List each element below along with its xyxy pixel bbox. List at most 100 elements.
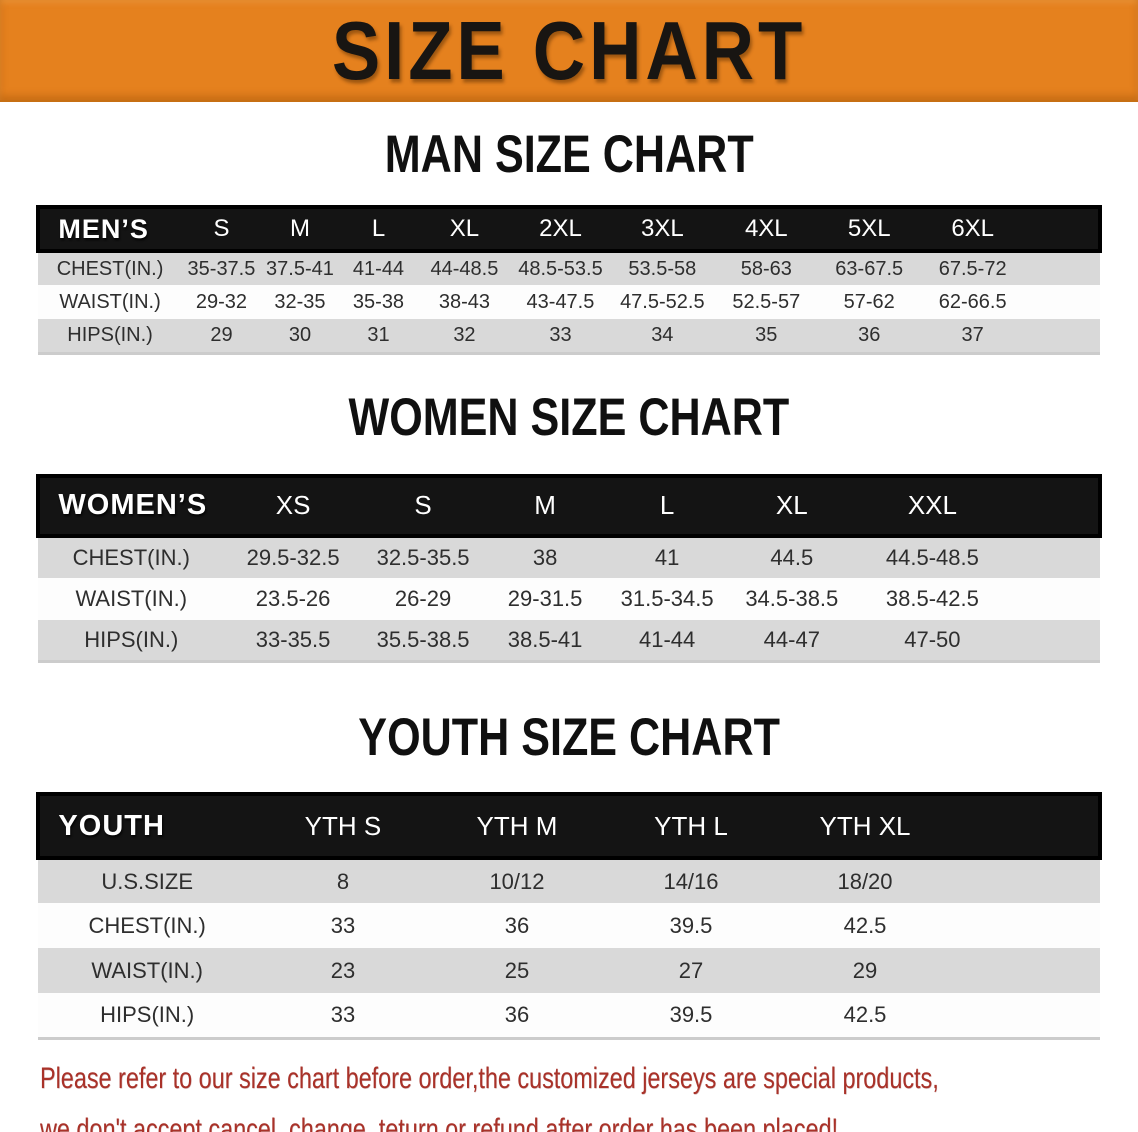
size-value-cell: 53.5-58 <box>610 250 715 285</box>
group-header-label: YOUTH <box>36 792 256 860</box>
table-row: WAIST(IN.) 29-32 32-35 35-38 38-43 43-47.5 47.… <box>38 285 1100 319</box>
size-value-cell: 42.5 <box>778 993 953 1040</box>
size-column-header: L <box>606 473 729 538</box>
size-value-cell: 33 <box>255 993 430 1040</box>
size-value-cell: 47.5-52.5 <box>610 285 715 319</box>
size-value-cell: 23.5-26 <box>224 577 363 620</box>
size-column-header: 5XL <box>818 205 921 253</box>
size-value-cell: 32.5-35.5 <box>362 534 485 578</box>
size-value-cell: 47-50 <box>855 619 1010 663</box>
size-value-cell: 26-29 <box>362 577 485 620</box>
size-value-cell: 44-48.5 <box>418 250 511 285</box>
section-men: MAN SIZE CHART MEN’S S M L XL 2XL 3XL 4XL 5XL 6XL… <box>0 125 1138 355</box>
header-spacer <box>1009 473 1102 538</box>
size-value-cell: 8 <box>255 857 430 903</box>
size-value-cell: 44.5-48.5 <box>855 534 1010 578</box>
size-value-cell: 36 <box>429 993 604 1040</box>
size-value-cell: 36 <box>818 319 921 355</box>
table-row: U.S.SIZE 8 10/12 14/16 18/20 <box>38 857 1100 903</box>
size-value-cell: 33-35.5 <box>224 619 363 663</box>
measurement-label: HIPS(IN.) <box>38 619 225 663</box>
row-spacer <box>1009 534 1100 578</box>
youth-section-title: YOUTH SIZE CHART <box>358 708 780 767</box>
section-women: WOMEN SIZE CHART WOMEN’S XS S M L XL XXL CHEST(… <box>0 387 1138 663</box>
size-value-cell: 36 <box>429 903 604 948</box>
table-row: CHEST(IN.) 29.5-32.5 32.5-35.5 38 41 44.5 44.5… <box>38 534 1100 578</box>
size-column-header: XL <box>728 473 856 538</box>
size-column-header: YTH L <box>603 792 778 860</box>
size-value-cell: 38-43 <box>418 285 511 319</box>
row-spacer <box>1009 577 1100 620</box>
table-row: CHEST(IN.) 35-37.5 37.5-41 41-44 44-48.5 48.5… <box>38 250 1100 285</box>
size-value-cell: 39.5 <box>603 993 778 1040</box>
size-column-header: XXL <box>855 473 1010 538</box>
men-section-title: MAN SIZE CHART <box>384 125 754 184</box>
men-size-table: MEN’S S M L XL 2XL 3XL 4XL 5XL 6XL CHEST(IN.) 35-37… <box>36 205 1102 355</box>
size-value-cell: 41-44 <box>338 250 419 285</box>
size-value-cell: 44.5 <box>728 534 856 578</box>
size-value-cell: 34 <box>610 319 715 355</box>
size-value-cell: 29.5-32.5 <box>224 534 363 578</box>
size-value-cell: 52.5-57 <box>714 285 819 319</box>
size-value-cell: 31 <box>338 319 419 355</box>
youth-size-table: YOUTH YTH S YTH M YTH L YTH XL U.S.SIZE 8 10/12… <box>36 792 1102 1040</box>
size-value-cell: 39.5 <box>603 903 778 948</box>
section-youth: YOUTH SIZE CHART YOUTH YTH S YTH M YTH L YTH… <box>0 708 1138 1040</box>
measurement-label: CHEST(IN.) <box>38 903 256 948</box>
measurement-label: WAIST(IN.) <box>38 285 182 319</box>
banner: SIZE CHART <box>0 0 1138 102</box>
size-value-cell: 32-35 <box>261 285 339 319</box>
row-spacer <box>952 857 1100 903</box>
size-column-header: M <box>484 473 607 538</box>
disclaimer-line-1: Please refer to our size chart before or… <box>40 1061 939 1095</box>
size-column-header: M <box>261 205 339 253</box>
group-header-label: WOMEN’S <box>36 473 225 538</box>
measurement-label: WAIST(IN.) <box>38 948 256 993</box>
size-value-cell: 18/20 <box>778 857 953 903</box>
size-column-header: 4XL <box>714 205 819 253</box>
row-spacer <box>952 903 1100 948</box>
size-value-cell: 25 <box>429 948 604 993</box>
size-table-header-row: WOMEN’S XS S M L XL XXL <box>36 473 1102 538</box>
size-value-cell: 63-67.5 <box>818 250 921 285</box>
row-spacer <box>1025 250 1100 285</box>
size-column-header: L <box>338 205 419 253</box>
measurement-label: HIPS(IN.) <box>38 993 256 1040</box>
women-size-table: WOMEN’S XS S M L XL XXL CHEST(IN.) 29.5-32.5 32.5… <box>36 473 1102 663</box>
women-section-title: WOMEN SIZE CHART <box>348 387 790 447</box>
size-value-cell: 42.5 <box>778 903 953 948</box>
size-value-cell: 38.5-41 <box>484 619 607 663</box>
measurement-label: HIPS(IN.) <box>38 319 182 355</box>
size-value-cell: 29-31.5 <box>484 577 607 620</box>
size-value-cell: 29 <box>181 319 262 355</box>
row-spacer <box>952 993 1100 1040</box>
size-column-header: XS <box>224 473 363 538</box>
size-value-cell: 58-63 <box>714 250 819 285</box>
row-spacer <box>1025 285 1100 319</box>
size-value-cell: 34.5-38.5 <box>728 577 856 620</box>
size-column-header: YTH XL <box>778 792 953 860</box>
header-spacer <box>952 792 1102 860</box>
size-value-cell: 41-44 <box>606 619 729 663</box>
disclaimer-line-2: we don't accept cancel, change, teturn o… <box>40 1112 838 1132</box>
size-value-cell: 37.5-41 <box>261 250 339 285</box>
size-column-header: 3XL <box>610 205 715 253</box>
size-value-cell: 62-66.5 <box>920 285 1026 319</box>
header-spacer <box>1025 205 1102 253</box>
size-column-header: YTH S <box>255 792 430 860</box>
size-value-cell: 35-37.5 <box>181 250 262 285</box>
size-value-cell: 30 <box>261 319 339 355</box>
table-row: WAIST(IN.) 23.5-26 26-29 29-31.5 31.5-34.5 34… <box>38 577 1100 620</box>
disclaimer-note: Please refer to our size chart before or… <box>40 1056 1138 1132</box>
size-value-cell: 31.5-34.5 <box>606 577 729 620</box>
row-spacer <box>1009 619 1100 663</box>
size-column-header: 2XL <box>510 205 611 253</box>
group-header-label: MEN’S <box>36 205 182 253</box>
table-row: HIPS(IN.) 33-35.5 35.5-38.5 38.5-41 41-44 44-… <box>38 619 1100 663</box>
size-column-header: S <box>362 473 485 538</box>
size-value-cell: 10/12 <box>429 857 604 903</box>
size-value-cell: 23 <box>255 948 430 993</box>
page-title: SIZE CHART <box>331 3 807 97</box>
size-value-cell: 67.5-72 <box>920 250 1026 285</box>
